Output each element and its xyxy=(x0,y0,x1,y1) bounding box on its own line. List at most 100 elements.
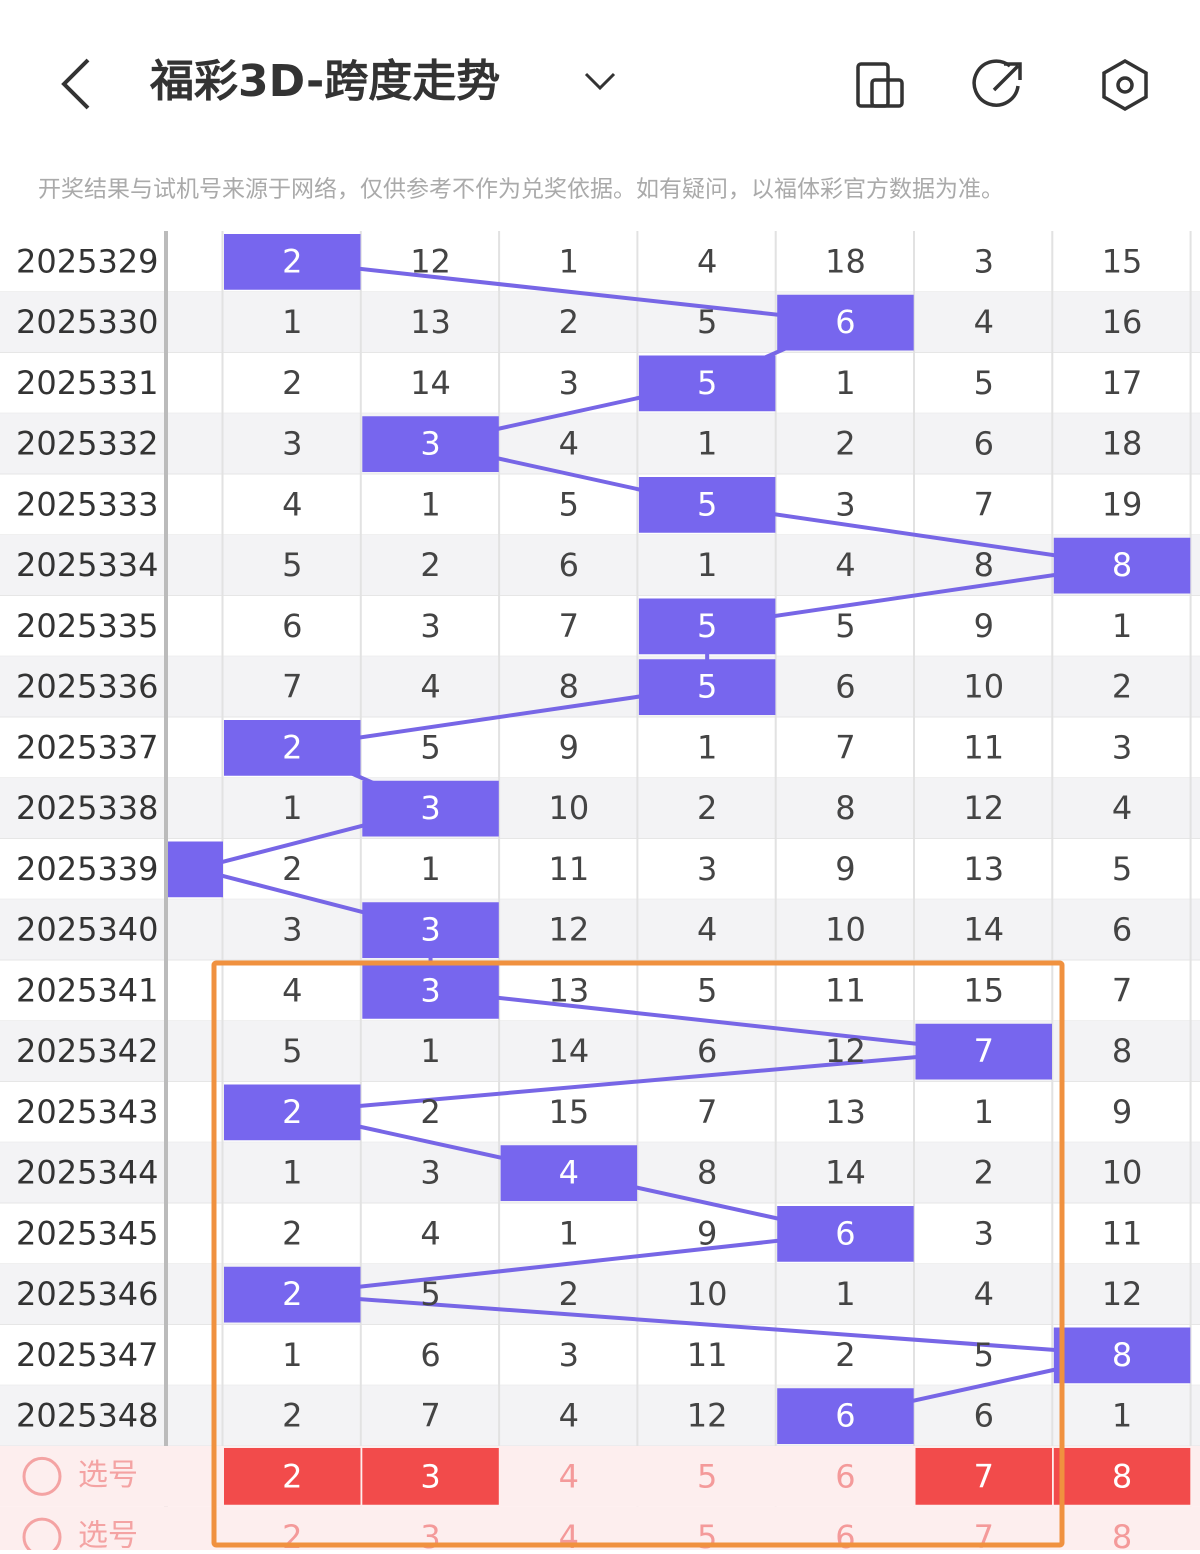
picked-cell[interactable] xyxy=(362,1448,499,1505)
settings-icon[interactable] xyxy=(1102,58,1148,112)
cell-value: 1 xyxy=(559,242,579,280)
cell-value: 6 xyxy=(559,546,579,584)
picked-cell[interactable] xyxy=(224,1448,361,1505)
cell-value: 8 xyxy=(1112,546,1132,584)
layout-icon[interactable] xyxy=(856,62,904,108)
cell-value: 3 xyxy=(559,364,579,402)
issue-number: 2025336 xyxy=(16,668,159,706)
pick-label: 选号 xyxy=(78,1519,138,1550)
cell-value: 4 xyxy=(282,971,302,1009)
cell-value: 10 xyxy=(963,668,1004,706)
cell-value: 2 xyxy=(835,1336,855,1374)
cell-value: 12 xyxy=(1102,1275,1143,1313)
issue-number: 2025329 xyxy=(16,242,159,280)
cell-value: 2 xyxy=(697,789,717,827)
cell-value: 3 xyxy=(420,971,440,1009)
pick-radio[interactable] xyxy=(22,1456,62,1496)
cell-value: 12 xyxy=(825,1032,866,1070)
cell-value: 8 xyxy=(697,1154,717,1192)
picked-cell[interactable] xyxy=(1053,1448,1191,1505)
cell-value: 3 xyxy=(420,607,440,645)
trend-line xyxy=(430,988,984,1054)
pick-number[interactable]: 2 xyxy=(282,1457,302,1495)
cell-value: 5 xyxy=(697,971,717,1009)
cell-value: 11 xyxy=(963,728,1004,766)
cell-value: 2 xyxy=(1112,668,1132,706)
cell-value: 8 xyxy=(974,546,994,584)
cell-value: 15 xyxy=(963,971,1004,1009)
cell-value: 5 xyxy=(697,303,717,341)
cell-value: 2 xyxy=(282,1275,302,1313)
cell-value: 6 xyxy=(420,1336,440,1374)
cell-value: 2 xyxy=(559,1275,579,1313)
hit-cell xyxy=(362,416,499,472)
hit-cell xyxy=(777,1388,914,1444)
pick-number[interactable]: 5 xyxy=(697,1457,717,1495)
cell-value: 6 xyxy=(835,303,855,341)
cell-value: 5 xyxy=(974,364,994,402)
back-button[interactable] xyxy=(61,58,90,110)
row-backgrounds xyxy=(0,231,1200,1554)
pick-number[interactable]: 3 xyxy=(420,1457,440,1495)
hit-cell xyxy=(224,234,361,290)
issue-number: 2025347 xyxy=(16,1336,159,1374)
cell-value: 16 xyxy=(1102,303,1143,341)
cell-value: 3 xyxy=(420,425,440,463)
cell-value: 5 xyxy=(697,668,717,706)
cell-value: 2 xyxy=(282,850,302,888)
cell-value: 18 xyxy=(1102,425,1143,463)
issue-number: 2025345 xyxy=(16,1214,159,1252)
row-bg xyxy=(0,1385,1200,1446)
cell-value: 7 xyxy=(697,1093,717,1131)
cell-value: 7 xyxy=(282,668,302,706)
pick-number[interactable]: 8 xyxy=(1112,1518,1132,1554)
cell-value: 11 xyxy=(548,850,589,888)
cell-value: 8 xyxy=(1112,1336,1132,1374)
hit-cell xyxy=(362,902,499,958)
pick-number[interactable]: 8 xyxy=(1112,1457,1132,1495)
trend-line xyxy=(291,684,708,750)
page-title[interactable]: 福彩3D-跨度走势 xyxy=(149,56,500,107)
row-bg xyxy=(0,413,1200,474)
cell-value: 1 xyxy=(697,425,717,463)
picked-cell[interactable] xyxy=(915,1448,1053,1505)
cell-value: 7 xyxy=(974,485,994,523)
cell-value: 4 xyxy=(974,303,994,341)
cell-value: 4 xyxy=(559,1154,579,1192)
cell-value: 9 xyxy=(1112,1093,1132,1131)
cell-value: 18 xyxy=(825,242,866,280)
pick-radio[interactable] xyxy=(22,1517,62,1554)
cell-value: 5 xyxy=(420,728,440,766)
share-icon[interactable] xyxy=(972,59,1022,107)
cell-value: 10 xyxy=(825,911,866,949)
cell-value: 10 xyxy=(1102,1154,1143,1192)
cell-value: 8 xyxy=(1112,1032,1132,1070)
cell-value: 14 xyxy=(825,1154,866,1192)
cell-value: 12 xyxy=(410,242,451,280)
cell-value: 9 xyxy=(559,728,579,766)
cell-value: 5 xyxy=(282,546,302,584)
cell-value: 6 xyxy=(282,607,302,645)
cell-value: 7 xyxy=(974,1032,994,1070)
hit-cell xyxy=(638,659,776,715)
cell-value: 14 xyxy=(410,364,451,402)
issue-number: 2025330 xyxy=(16,303,159,341)
cell-value: 1 xyxy=(1112,1397,1132,1435)
cell-value: 5 xyxy=(697,485,717,523)
cell-value: 2 xyxy=(282,1214,302,1252)
cell-value: 2 xyxy=(282,1093,302,1131)
hit-cell xyxy=(915,1023,1052,1080)
hit-cell xyxy=(638,355,776,412)
pick-number[interactable]: 4 xyxy=(559,1457,579,1495)
pick-number[interactable]: 7 xyxy=(974,1457,994,1495)
cell-value: 5 xyxy=(1112,850,1132,888)
hit-cell xyxy=(1053,537,1191,594)
cell-value: 10 xyxy=(687,1275,728,1313)
cell-value: 15 xyxy=(1102,242,1143,280)
title-dropdown[interactable] xyxy=(584,72,616,91)
pick-number[interactable]: 6 xyxy=(835,1457,855,1495)
hit-cell xyxy=(638,477,776,533)
hit-cell xyxy=(224,1084,361,1141)
